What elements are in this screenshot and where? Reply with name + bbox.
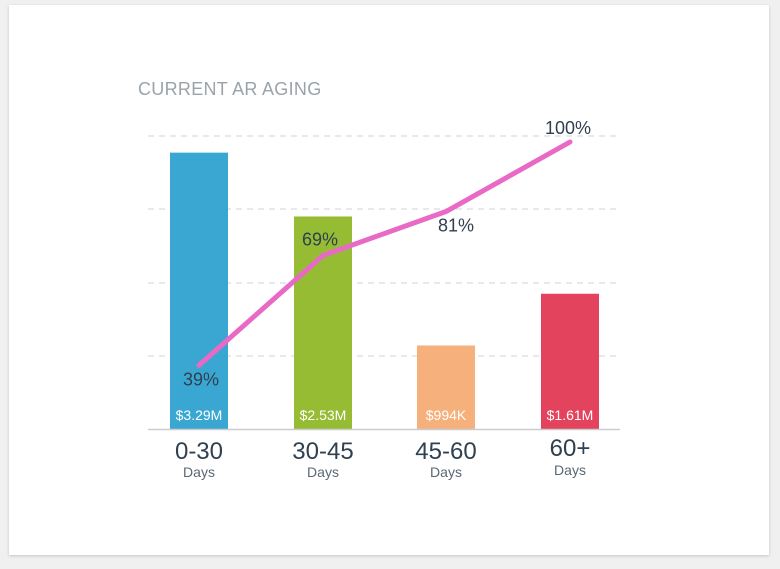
- cumulative-line: [196, 139, 573, 368]
- line-point-label: 81%: [438, 216, 474, 236]
- bar-value-label: $3.29M: [176, 407, 223, 423]
- bar-value-label: $2.53M: [300, 407, 347, 423]
- labels: $3.29M $2.53M $994K $1.61M0-30Days30-45Days…: [175, 118, 593, 480]
- chart-card: CURRENT AR AGING: [9, 5, 769, 555]
- bar-45-60[interactable]: [417, 345, 475, 429]
- line-point-label: 69%: [302, 229, 338, 249]
- x-tick-label: 30-45: [292, 438, 353, 465]
- line-point-label: 100%: [545, 118, 591, 138]
- x-tick-label: 60+: [550, 435, 591, 462]
- x-tick-sublabel: Days: [554, 462, 586, 478]
- cumulative-line-path: [196, 139, 573, 368]
- x-tick-sublabel: Days: [430, 464, 462, 480]
- x-tick-label: 45-60: [415, 438, 476, 465]
- x-tick-sublabel: Days: [183, 464, 215, 480]
- bars: [170, 152, 599, 429]
- line-point-label: 39%: [183, 369, 219, 389]
- bar-value-label: $1.61M: [547, 407, 594, 423]
- bar-value-label: $994K: [426, 407, 467, 423]
- x-tick-sublabel: Days: [307, 464, 339, 480]
- bar-0-30[interactable]: [170, 152, 228, 429]
- x-tick-label: 0-30: [175, 438, 223, 465]
- chart-title: CURRENT AR AGING: [138, 79, 322, 99]
- bar-60+[interactable]: [541, 293, 599, 429]
- bar-30-45[interactable]: [294, 216, 352, 429]
